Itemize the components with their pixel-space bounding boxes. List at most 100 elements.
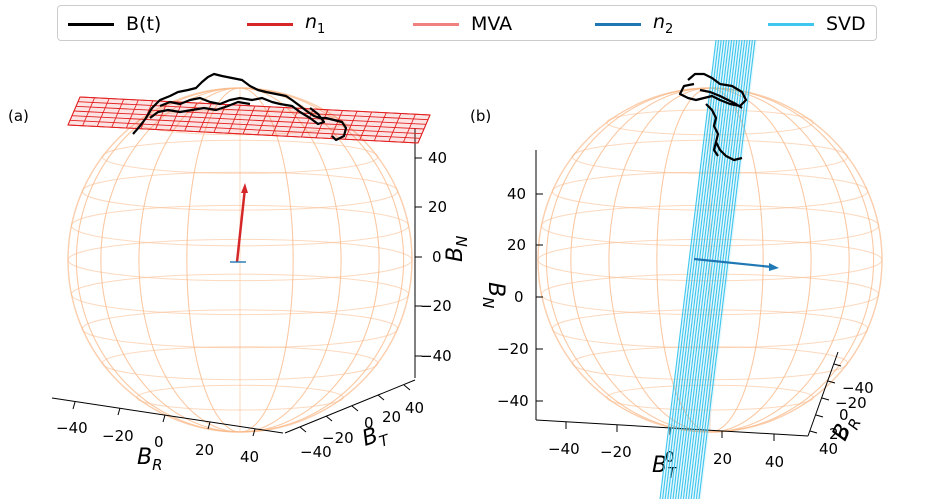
svd-plane-line-6 [675, 39, 733, 499]
sphere-a-wireframe [67, 87, 413, 433]
mva-plane-grid-v-3 [73, 110, 425, 130]
mva-plane-grid-v-6 [67, 124, 419, 144]
y-tick-mark-a-3 [377, 394, 385, 401]
sphere-a-latitude-8 [101, 346, 379, 381]
x-axis-label-a: BR [137, 445, 163, 474]
x-axis-a [51, 397, 284, 434]
legend-label-n1: n [305, 11, 318, 34]
n2-vector-head [769, 263, 779, 271]
svd-plane-line-10 [685, 39, 743, 499]
y-tick-mark-b-2 [821, 397, 830, 401]
svd-plane-line-4 [669, 39, 727, 499]
z-ticks-a: 40 20 0 −20 −40 [415, 149, 452, 365]
x-tick-b-3: 20 [713, 450, 732, 468]
x-axis-label-a-main: B [137, 445, 152, 470]
x-ticks-a: −40 −20 0 20 40 [56, 401, 259, 466]
legend-item-mva: MVA [413, 6, 512, 42]
sphere-a-latitude-7 [81, 309, 399, 349]
svd-plane [659, 39, 757, 499]
y-axis-label-a-main: B [359, 423, 381, 451]
z-axis-label-a-sub: N [453, 236, 471, 247]
legend-swatch-n1 [247, 22, 293, 26]
legend-swatch-mva [413, 22, 459, 26]
z-tick-a-1: 20 [428, 198, 447, 216]
legend-item-svd: SVD [768, 6, 866, 42]
z-axis-label-b-main: B [483, 282, 508, 297]
y-tick-b-0: −40 [842, 379, 874, 397]
z-axis-label-b-sub: N [479, 297, 497, 308]
x-tick-mark-a-3 [207, 421, 211, 430]
x-tick-a-4: 40 [240, 448, 259, 466]
y-tick-a-0: −40 [300, 443, 332, 461]
svd-plane-line-2 [664, 39, 722, 499]
x-tick-a-2: 0 [154, 433, 164, 451]
mva-plane-grid-v-4 [71, 115, 423, 135]
z-tick-b-3: −20 [497, 340, 529, 358]
x-axis-b [535, 419, 809, 437]
x-tick-b-0: −40 [548, 440, 580, 458]
z-tick-b-0: 40 [507, 185, 526, 203]
z-ticks-b: 40 20 0 −20 −40 [497, 185, 543, 410]
svd-plane-line-11 [688, 39, 746, 499]
svd-plane-line-14 [695, 39, 753, 499]
mva-plane-grid-v-2 [75, 105, 427, 125]
y-tick-mark-b-3 [815, 414, 824, 418]
legend-label-mva: MVA [471, 13, 513, 35]
z-axis-label-a: BN [443, 236, 471, 262]
legend-label-bt: B(t) [126, 13, 162, 35]
x-tick-a-1: −20 [102, 427, 134, 445]
mva-plane-grid-v-5 [69, 119, 421, 139]
bt-trace-b [678, 72, 748, 162]
legend-item-n1: n1 [247, 6, 325, 42]
y-tick-mark-b-4 [809, 430, 818, 434]
bt-trace-a [132, 72, 348, 142]
y-tick-mark-a-1 [325, 415, 333, 422]
panel-b: 40 20 0 −20 −40 BN −40 −20 0 20 40 B T [479, 39, 883, 499]
y-tick-b-3: 20 [829, 425, 848, 443]
mva-plane-grid-v-1 [77, 101, 429, 121]
y-tick-mark-a-2 [351, 405, 359, 412]
z-axis-label-b: BN [479, 282, 508, 308]
legend-swatch-svd [768, 22, 814, 26]
panel-label-a: (a) [8, 107, 29, 125]
x-tick-mark-a-0 [72, 401, 76, 410]
y-tick-mark-a-4 [403, 384, 411, 391]
y-axis-b [807, 351, 839, 437]
z-axis-label-a-main: B [443, 247, 468, 262]
y-ticks-a: −40 −20 0 20 40 [299, 384, 424, 461]
y-tick-a-4: 40 [405, 399, 424, 417]
y-tick-b-2: 0 [839, 406, 849, 424]
y-axis-label-a: BT [359, 420, 393, 456]
legend-item-n2: n2 [595, 6, 673, 42]
mva-plane-grid-v-0 [79, 96, 431, 116]
z-tick-b-1: 20 [507, 236, 526, 254]
n2-vector-shaft [693, 257, 773, 269]
sphere-b-latitude-6 [540, 273, 880, 316]
y-ticks-b: −40 −20 0 20 40 [809, 363, 874, 458]
legend-sub-n1: 1 [317, 21, 326, 37]
svd-plane-line-7 [677, 39, 735, 499]
x-tick-mark-a-1 [117, 407, 121, 416]
svd-plane-line-1 [662, 39, 720, 499]
svd-plane-line-8 [680, 39, 738, 499]
x-ticks-b: −40 −20 0 20 40 [548, 422, 784, 471]
y-tick-a-3: 20 [382, 408, 401, 426]
y-tick-mark-b-0 [833, 363, 842, 367]
sphere-a-latitude-6 [70, 273, 410, 316]
svd-plane-line-12 [690, 39, 748, 499]
legend-item-bt: B(t) [68, 6, 161, 42]
svd-plane-surface [660, 40, 757, 499]
legend-label-svd: SVD [826, 13, 866, 35]
x-tick-b-1: −20 [600, 443, 632, 461]
n1-vector-shaft [235, 187, 247, 263]
n1-vector-head [241, 183, 248, 193]
x-axis-label-b-sub: T [667, 464, 678, 482]
y-axis-label-a-sub: T [377, 430, 393, 451]
z-tick-b-2: 0 [514, 288, 524, 306]
sphere-b-latitude-4 [540, 204, 880, 247]
sphere-a-longitude-9 [75, 87, 405, 433]
y-axis-a [284, 379, 416, 434]
legend-label-n2: n [653, 11, 666, 34]
panel-a: 40 20 0 −20 −40 BN −40 −20 0 20 40 BR [51, 72, 471, 474]
